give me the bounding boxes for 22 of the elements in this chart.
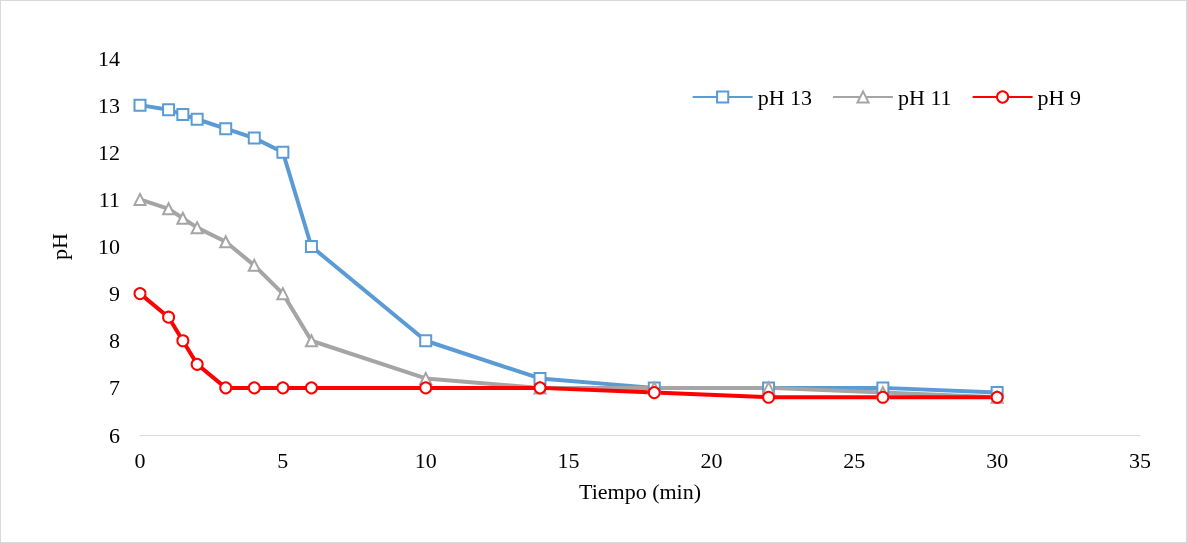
x-tick-label: 5 [277,447,289,473]
x-tick-label: 0 [134,447,146,473]
x-tick-label: 20 [700,447,723,473]
y-tick-label: 9 [109,281,120,307]
legend-label: pH 11 [898,84,952,110]
y-tick-label: 11 [98,186,120,212]
x-tick-label: 25 [843,447,866,473]
legend-label: pH 13 [757,84,813,110]
y-tick-label: 8 [109,328,120,354]
y-tick-label: 12 [98,139,120,165]
y-tick-label: 14 [98,45,120,71]
y-tick-label: 13 [98,92,120,118]
x-tick-label: 30 [986,447,1009,473]
legend-label: pH 9 [1037,84,1081,110]
y-tick-label: 6 [109,422,120,448]
y-tick-label: 10 [98,234,120,259]
x-axis-title: Tiempo (min) [578,478,702,504]
x-tick-label: 10 [414,447,437,473]
x-tick-label: 15 [557,447,580,473]
y-tick-label: 7 [109,375,120,401]
y-axis-title: pH [46,232,72,260]
x-tick-label: 35 [1129,447,1151,473]
